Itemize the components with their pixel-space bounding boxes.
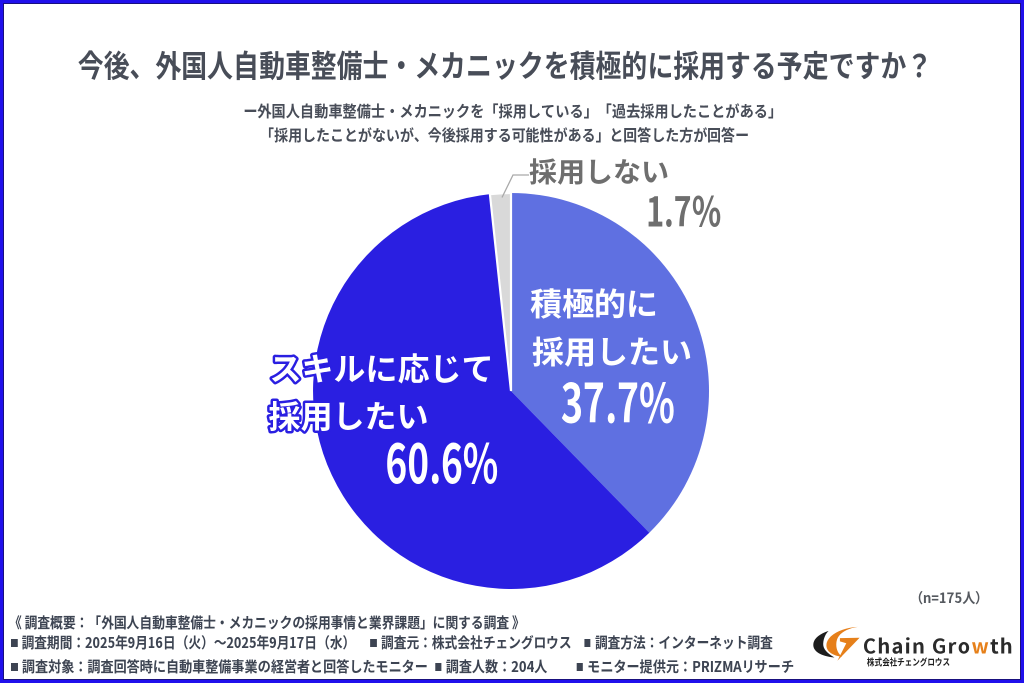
svg-text:採用したい: 採用したい: [532, 328, 692, 374]
svg-text:採用しない: 採用しない: [529, 151, 669, 191]
svg-text:積極的に: 積極的に: [530, 279, 658, 325]
svg-text:1.7%: 1.7%: [646, 178, 721, 238]
svg-text:株式会社チェングロウス: 株式会社チェングロウス: [867, 655, 950, 669]
svg-text:60.6%: 60.6%: [386, 420, 499, 499]
svg-text:採用したい: 採用したい: [269, 392, 429, 438]
svg-text:スキルに応じて: スキルに応じて: [270, 344, 494, 390]
svg-text:37.7%: 37.7%: [561, 360, 675, 439]
svg-text:Chain Growth: Chain Growth: [863, 631, 1014, 660]
